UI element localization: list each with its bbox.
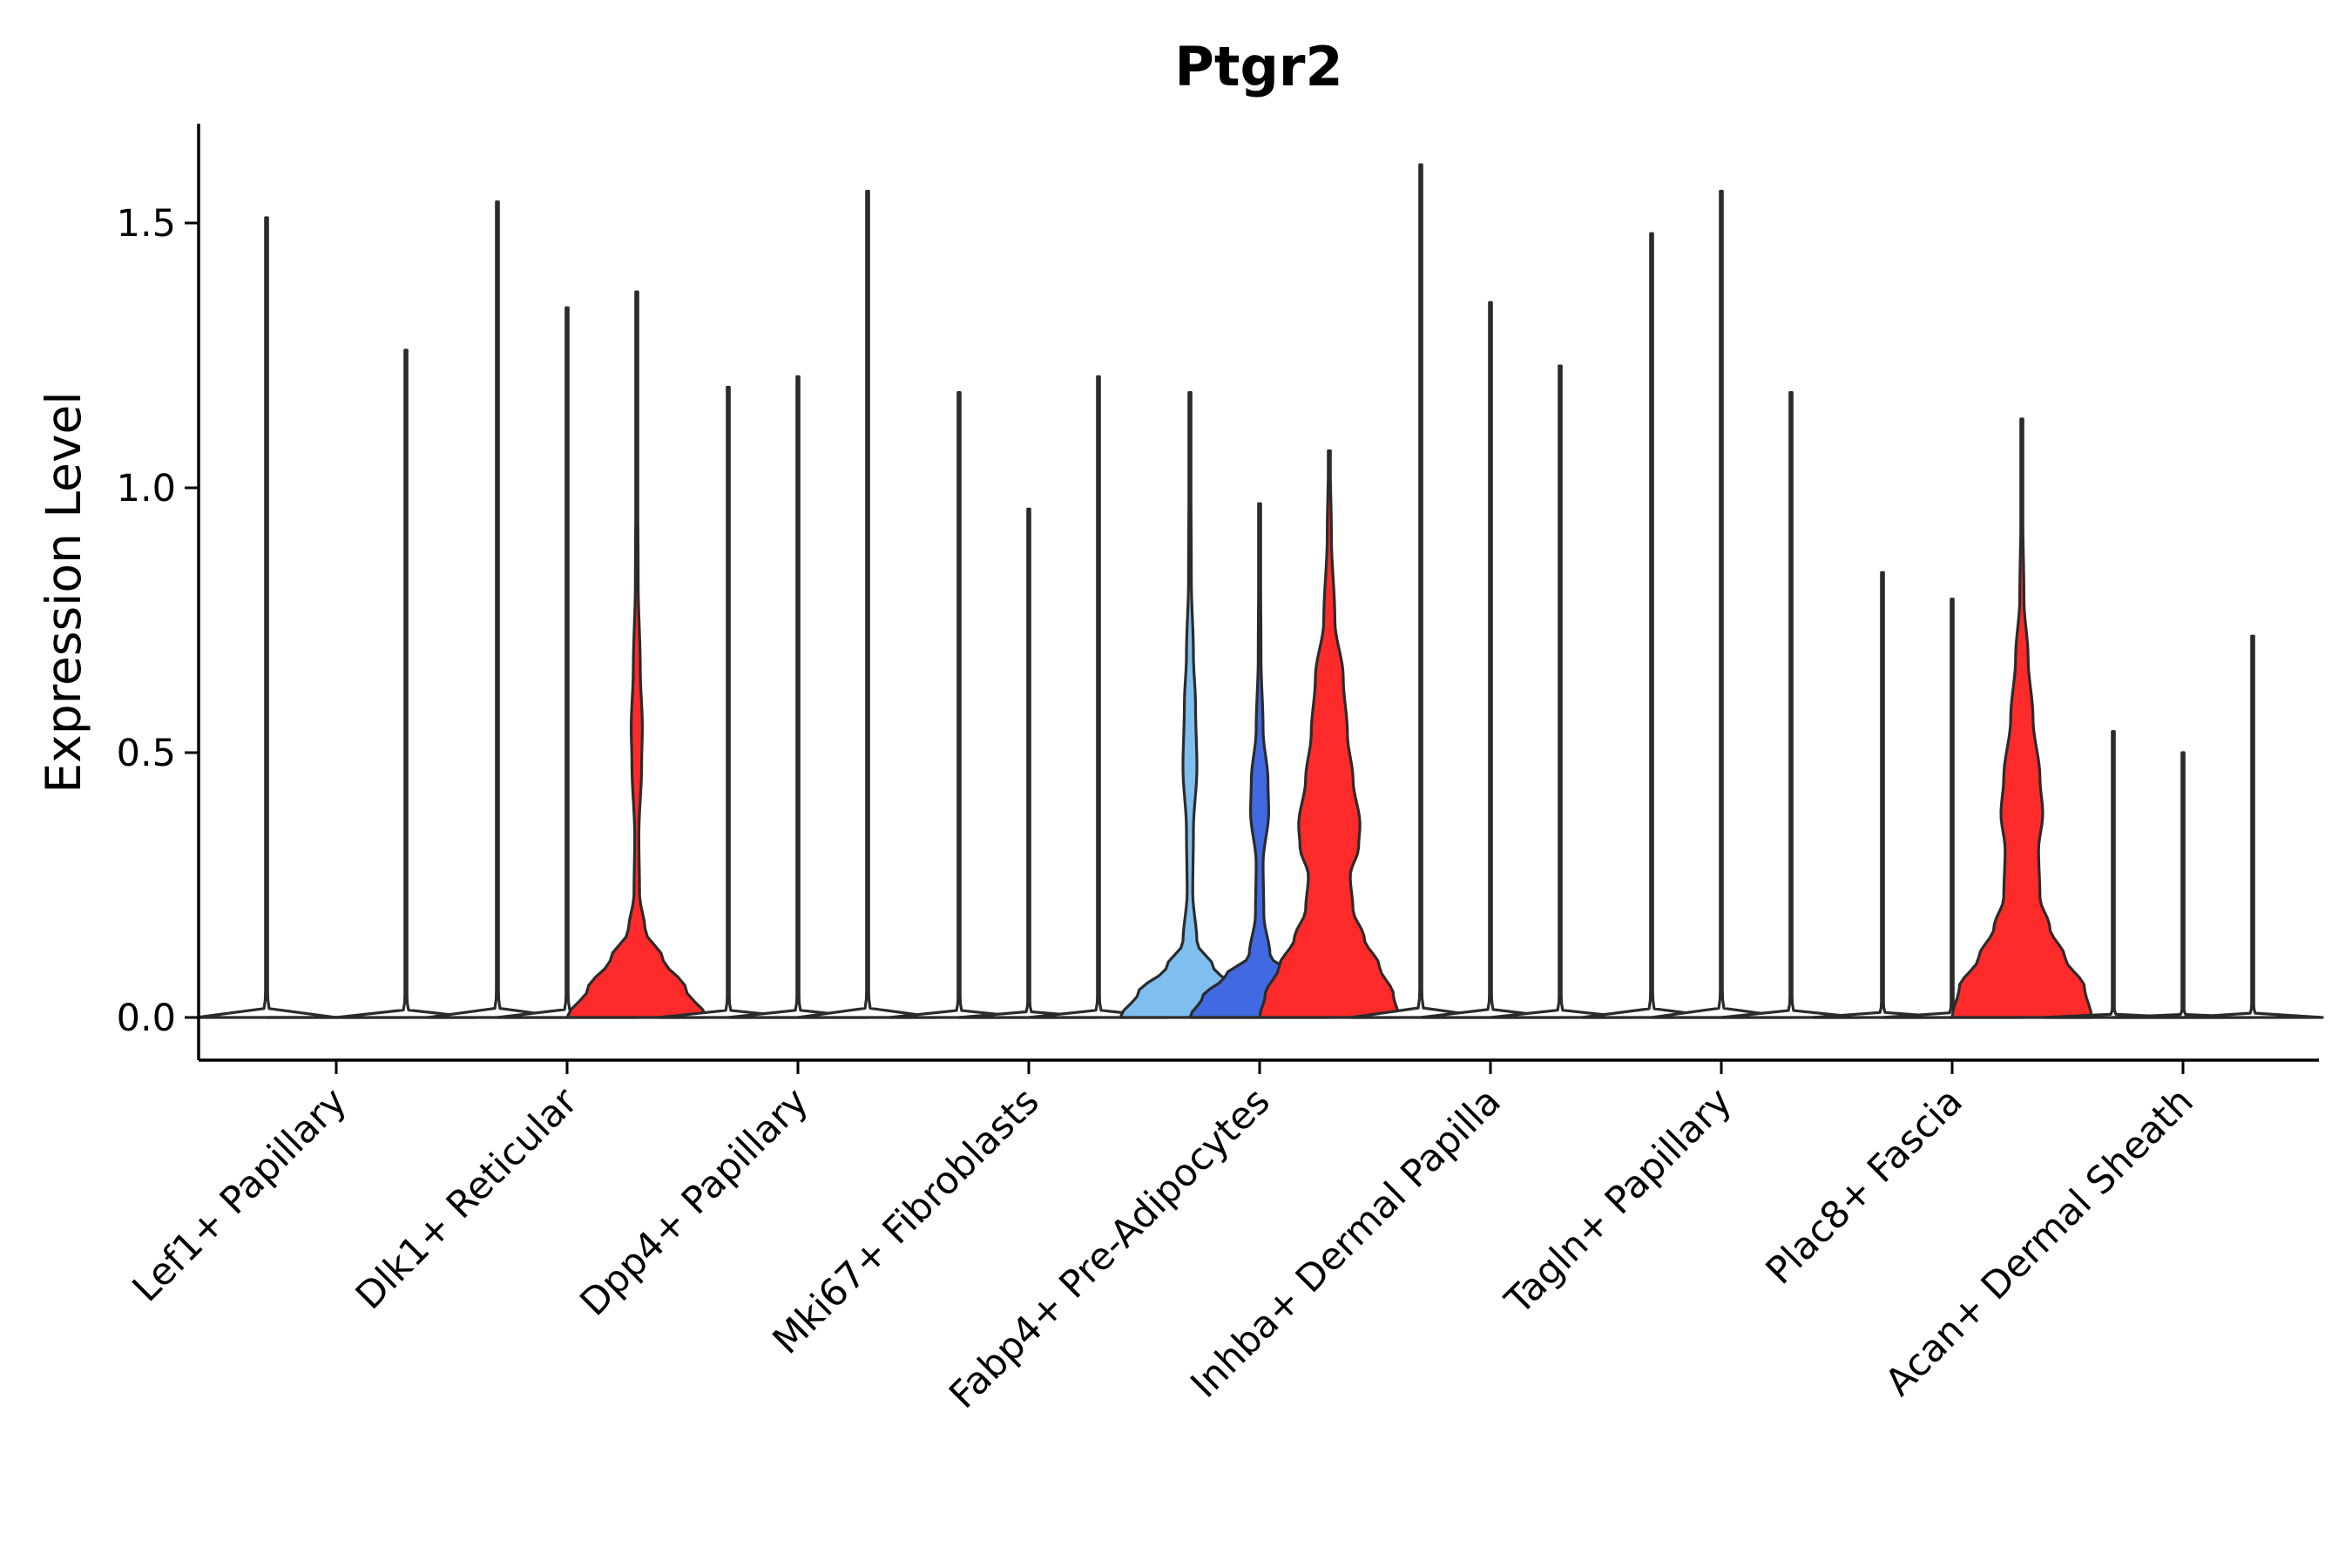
violins-layer: [195, 163, 2324, 1019]
violin-4-2: [1258, 449, 1401, 1019]
violin-4-0: [1119, 390, 1261, 1019]
x-tick-label: Plac8+ Fascia: [1758, 1079, 1971, 1293]
violin-6-2: [1720, 390, 1862, 1019]
violin-0-0: [195, 216, 338, 1019]
violin-5-2: [1489, 364, 1632, 1019]
y-tick-label: 0.0: [117, 997, 176, 1040]
x-tick-label: Lef1+ Papillary: [125, 1079, 355, 1310]
violin-8-0: [2042, 730, 2185, 1019]
violin-8-2: [2181, 634, 2324, 1019]
chart-title: Ptgr2: [1174, 35, 1342, 98]
y-ticks: 0.0 0.5 1.0 1.5: [117, 202, 199, 1040]
violin-1-0: [426, 200, 569, 1019]
violin-6-1: [1650, 189, 1793, 1019]
violin-2-0: [657, 385, 800, 1019]
y-tick-label: 1.0: [117, 467, 176, 510]
violin-3-0: [888, 390, 1031, 1019]
violin-3-2: [1027, 375, 1170, 1019]
y-tick-label: 0.5: [117, 732, 176, 775]
y-tick-label: 1.5: [117, 202, 176, 246]
violin-2-1: [727, 375, 869, 1019]
x-tick-label: Dpp4+ Papillary: [572, 1079, 817, 1324]
violin-0-2: [335, 348, 477, 1019]
violin-5-0: [1349, 163, 1492, 1019]
x-tick-label: Tagln+ Papillary: [1497, 1079, 1740, 1323]
violin-3-1: [957, 507, 1100, 1019]
violin-1-2: [565, 290, 708, 1019]
violin-1-1: [496, 306, 639, 1019]
violin-6-0: [1580, 232, 1723, 1019]
x-tick-label: Mki67+ Fibroblasts: [765, 1079, 1048, 1362]
violin-2-2: [796, 189, 939, 1019]
violin-4-1: [1188, 502, 1331, 1019]
violin-5-1: [1419, 301, 1562, 1019]
violin-7-0: [1811, 571, 1954, 1019]
violin-7-1: [1881, 598, 2024, 1019]
x-tick-label: Dlk1+ Reticular: [348, 1079, 586, 1318]
y-axis-label: Expression Level: [36, 391, 91, 793]
violin-7-2: [1950, 417, 2093, 1019]
violin-8-1: [2112, 751, 2254, 1019]
